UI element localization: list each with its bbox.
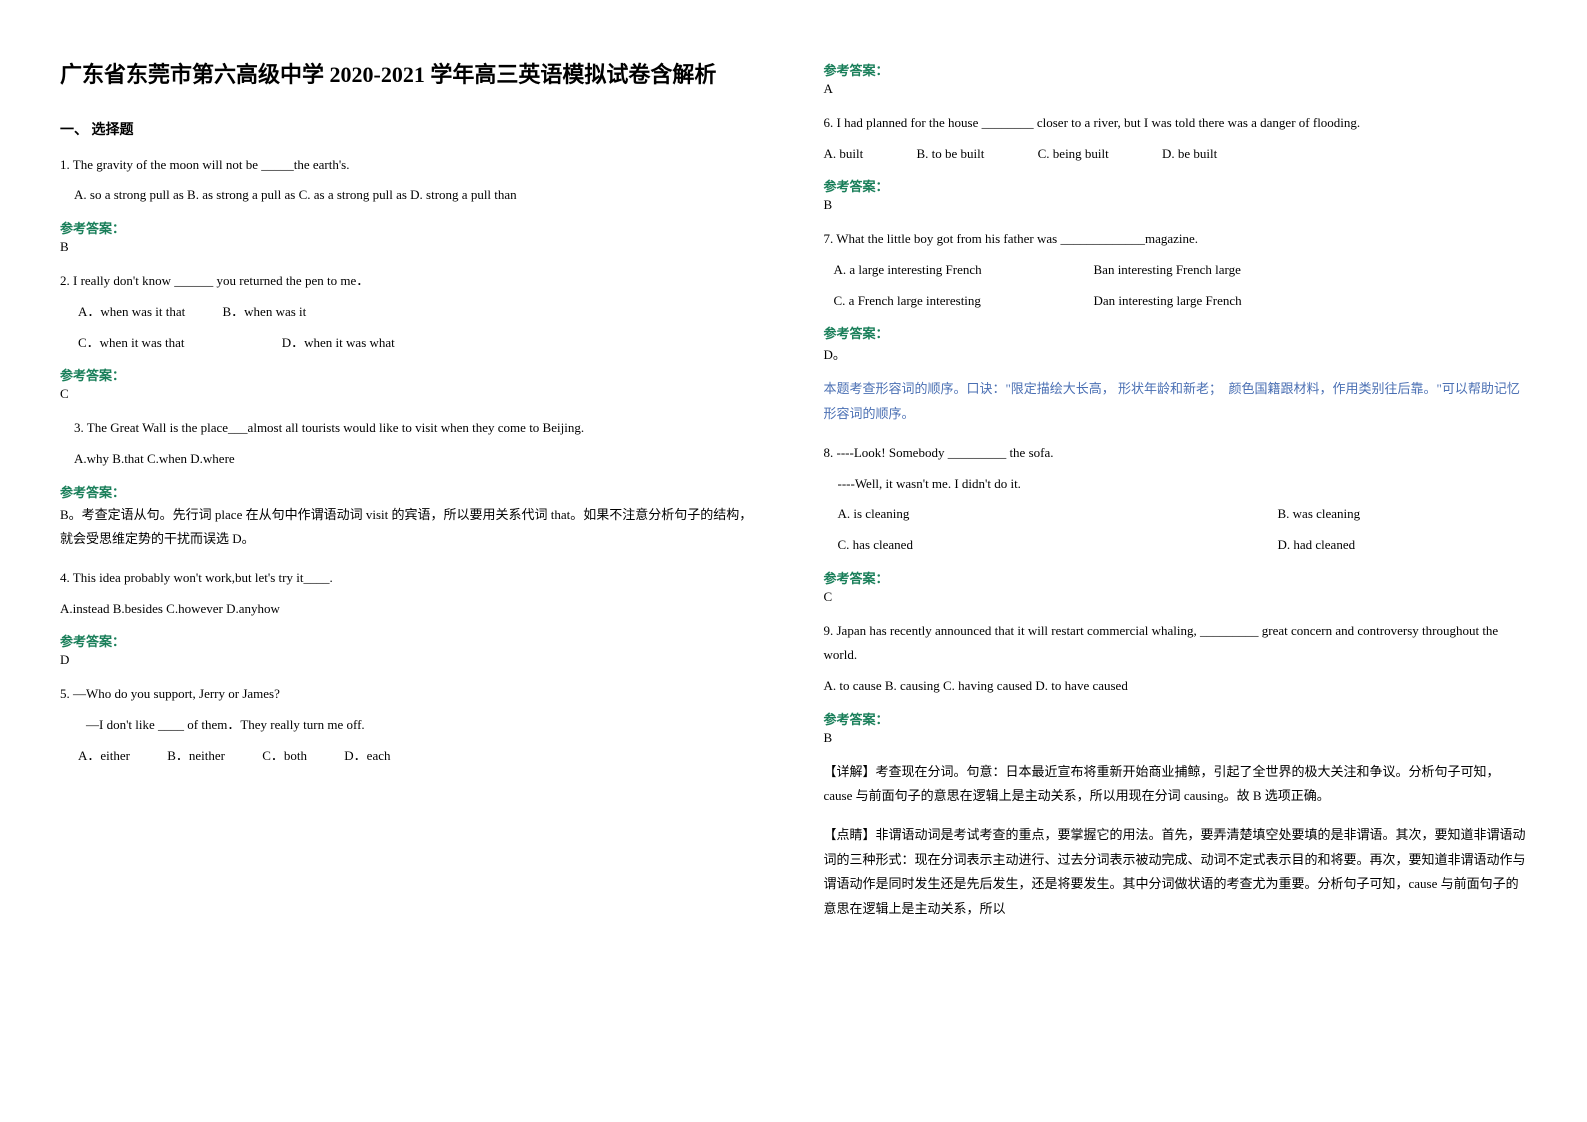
question-3-options: A.why B.that C.when D.where	[74, 447, 764, 472]
question-4-answer: D	[60, 652, 764, 668]
q2-opt-a: A．when was it that	[78, 300, 185, 325]
question-7-answer: D。	[824, 344, 1528, 363]
answer-label: 参考答案：	[60, 482, 764, 501]
question-9-answer: B	[824, 730, 1528, 746]
answer-label: 参考答案：	[824, 568, 1528, 587]
question-2-answer: C	[60, 386, 764, 402]
answer-label: 参考答案：	[60, 218, 764, 237]
answer-label: 参考答案：	[824, 176, 1528, 195]
q6-opt-d: D. be built	[1162, 142, 1217, 167]
q8-opt-a: A. is cleaning	[838, 502, 1278, 527]
question-8-line1: 8. ----Look! Somebody _________ the sofa…	[824, 441, 1528, 466]
q7-opt-c: C. a French large interesting	[834, 289, 1094, 314]
question-8-options-row2: C. has cleaned D. had cleaned	[824, 533, 1528, 558]
q8-opt-c: C. has cleaned	[838, 533, 1278, 558]
q8-opt-b: B. was cleaning	[1278, 502, 1361, 527]
q5-opt-d: D．each	[344, 744, 390, 769]
question-9-options: A. to cause B. causing C. having caused …	[824, 674, 1528, 699]
question-3-explain: B。考查定语从句。先行词 place 在从句中作谓语动词 visit 的宾语，所…	[60, 503, 764, 552]
answer-label: 参考答案：	[824, 60, 1528, 79]
question-2-options-row2: C．when it was that D．when it was what	[78, 331, 764, 356]
question-8-line2: ----Well, it wasn't me. I didn't do it.	[838, 472, 1528, 497]
question-1-answer: B	[60, 239, 764, 255]
question-9: 9. Japan has recently announced that it …	[824, 619, 1528, 668]
question-5-answer: A	[824, 81, 1528, 97]
q7-opt-b: Ban interesting French large	[1094, 258, 1241, 283]
q2-opt-c: C．when it was that	[78, 331, 185, 356]
question-4: 4. This idea probably won't work,but let…	[60, 566, 764, 591]
q3-answer-letter: B。	[60, 507, 82, 522]
q7-opt-a: A. a large interesting French	[834, 258, 1094, 283]
q7-opt-d: Dan interesting large French	[1094, 289, 1242, 314]
question-6-options: A. built B. to be built C. being built D…	[824, 142, 1528, 167]
q5-opt-a: A．either	[78, 744, 130, 769]
q6-opt-b: B. to be built	[916, 142, 984, 167]
question-9-explain-2: 【点睛】非谓语动词是考试考查的重点，要掌握它的用法。首先，要弄清楚填空处要填的是…	[824, 823, 1528, 922]
question-5-options: A．either B．neither C．both D．each	[78, 744, 764, 769]
q8-opt-d: D. had cleaned	[1278, 533, 1356, 558]
question-7-options-row1: A. a large interesting French Ban intere…	[824, 258, 1528, 283]
question-8-answer: C	[824, 589, 1528, 605]
question-1: 1. The gravity of the moon will not be _…	[60, 153, 764, 178]
q5-opt-b: B．neither	[167, 744, 225, 769]
left-column: 广东省东莞市第六高级中学 2020-2021 学年高三英语模拟试卷含解析 一、 …	[60, 60, 764, 1082]
answer-label: 参考答案：	[824, 709, 1528, 728]
question-2-options-row1: A．when was it that B．when was it	[78, 300, 764, 325]
question-8-options-row1: A. is cleaning B. was cleaning	[824, 502, 1528, 527]
answer-label: 参考答案：	[824, 323, 1528, 342]
question-7-explain: 本题考查形容词的顺序。口诀："限定描绘大长高， 形状年龄和新老； 颜色国籍跟材料…	[824, 377, 1528, 426]
q6-opt-c: C. being built	[1038, 142, 1109, 167]
question-3: 3. The Great Wall is the place___almost …	[74, 416, 764, 441]
question-7-options-row2: C. a French large interesting Dan intere…	[824, 289, 1528, 314]
question-6: 6. I had planned for the house ________ …	[824, 111, 1528, 136]
answer-label: 参考答案：	[60, 631, 764, 650]
section-heading: 一、 选择题	[60, 119, 764, 139]
question-6-answer: B	[824, 197, 1528, 213]
q5-opt-c: C．both	[262, 744, 307, 769]
right-column: 参考答案： A 6. I had planned for the house _…	[824, 60, 1528, 1082]
question-7: 7. What the little boy got from his fath…	[824, 227, 1528, 252]
question-5-line1: 5. —Who do you support, Jerry or James?	[60, 682, 764, 707]
q2-opt-d: D．when it was what	[282, 331, 395, 356]
question-9-explain-1: 【详解】考查现在分词。句意：日本最近宣布将重新开始商业捕鲸，引起了全世界的极大关…	[824, 760, 1528, 809]
question-2: 2. I really don't know ______ you return…	[60, 269, 764, 294]
question-4-options: A.instead B.besides C.however D.anyhow	[60, 597, 764, 622]
answer-label: 参考答案：	[60, 365, 764, 384]
exam-title: 广东省东莞市第六高级中学 2020-2021 学年高三英语模拟试卷含解析	[60, 60, 764, 91]
question-5-line2: —I don't like ____ of them．They really t…	[86, 713, 764, 738]
q3-explain-text: 考查定语从句。先行词 place 在从句中作谓语动词 visit 的宾语，所以要…	[60, 507, 752, 547]
question-1-options: A. so a strong pull as B. as strong a pu…	[74, 183, 764, 208]
q6-opt-a: A. built	[824, 142, 864, 167]
q2-opt-b: B．when was it	[222, 300, 306, 325]
